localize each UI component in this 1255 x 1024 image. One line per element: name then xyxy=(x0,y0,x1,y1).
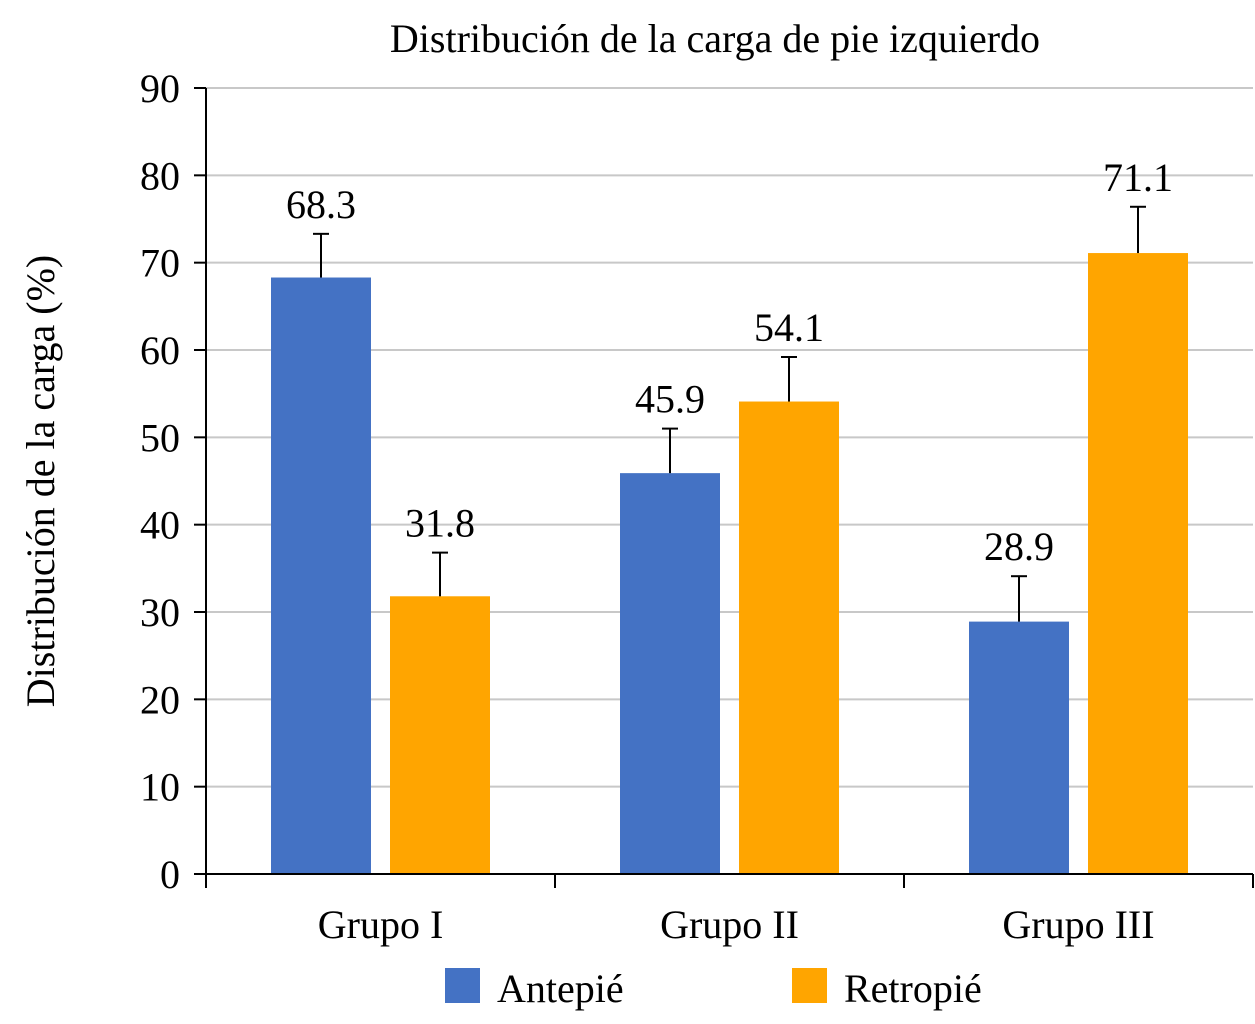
x-tick-label: Grupo II xyxy=(660,902,799,947)
bar xyxy=(271,277,371,875)
data-label: 71.1 xyxy=(1103,155,1173,200)
bar xyxy=(1088,253,1188,874)
y-tick-label: 80 xyxy=(140,153,180,198)
y-tick-label: 10 xyxy=(140,765,180,810)
data-label: 28.9 xyxy=(984,524,1054,569)
y-tick-label: 0 xyxy=(160,852,180,897)
data-label: 45.9 xyxy=(635,377,705,422)
bar xyxy=(390,596,490,874)
bar xyxy=(620,473,720,874)
y-tick-label: 20 xyxy=(140,677,180,722)
gridlines xyxy=(206,87,1253,788)
bar xyxy=(969,621,1069,874)
chart-title: Distribución de la carga de pie izquierd… xyxy=(390,16,1040,61)
legend: Antepié Retropié xyxy=(445,966,982,1011)
axes: 0 10 20 30 40 50 60 70 80 90 Grupo I Grupo II Grupo … xyxy=(140,66,1254,947)
bars: 68.3 45.9 28.9 31.8 54.1 71.1 xyxy=(271,155,1188,875)
data-label: 31.8 xyxy=(405,501,475,546)
data-label: 54.1 xyxy=(754,305,824,350)
y-tick-label: 60 xyxy=(140,328,180,373)
legend-label: Retropié xyxy=(844,966,982,1011)
y-tick-label: 90 xyxy=(140,66,180,111)
y-tick-label: 40 xyxy=(140,503,180,548)
data-label: 68.3 xyxy=(286,182,356,227)
legend-swatch xyxy=(792,968,827,1003)
legend-label: Antepié xyxy=(497,966,624,1011)
y-axis-label: Distribución de la carga (%) xyxy=(18,255,63,707)
bar xyxy=(739,401,839,874)
y-tick-label: 50 xyxy=(140,415,180,460)
x-tick-label: Grupo I xyxy=(318,902,444,947)
y-tick-label: 30 xyxy=(140,590,180,635)
y-tick-label: 70 xyxy=(140,241,180,286)
legend-swatch xyxy=(445,968,480,1003)
x-tick-label: Grupo III xyxy=(1002,902,1154,947)
